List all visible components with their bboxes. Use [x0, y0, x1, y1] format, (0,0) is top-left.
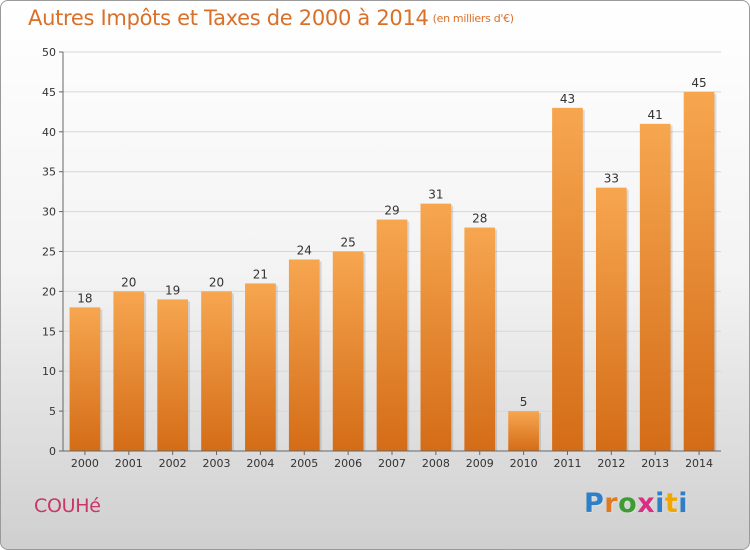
y-tick-label: 10: [42, 365, 56, 378]
bar: [288, 259, 320, 451]
bar: [201, 291, 232, 451]
x-tick-label: 2001: [115, 457, 143, 470]
x-tick-label: 2010: [510, 457, 538, 470]
bar-value-label: 24: [297, 243, 312, 257]
logo-letter: t: [664, 488, 679, 519]
proxiti-logo: Proxiti: [584, 488, 688, 519]
x-tick-label: 2012: [597, 457, 625, 470]
bar: [420, 203, 452, 451]
chart-unit: (en milliers d'€): [432, 12, 514, 25]
y-tick-label: 15: [42, 325, 56, 338]
commune-name: COUHé: [34, 495, 101, 517]
bar: [683, 91, 715, 452]
logo-letter: i: [678, 488, 689, 519]
bar-value-label: 29: [384, 204, 399, 218]
bar-value-label: 33: [604, 172, 619, 186]
bar-value-label: 20: [121, 275, 136, 289]
bar-value-label: 20: [209, 275, 224, 289]
bar: [464, 227, 496, 451]
bar: [508, 411, 539, 451]
bar: [113, 291, 145, 451]
logo-letter: x: [637, 488, 656, 519]
bar-value-label: 45: [691, 76, 706, 90]
y-tick-label: 35: [42, 166, 56, 179]
x-tick-label: 2008: [422, 457, 450, 470]
y-tick-label: 5: [49, 405, 56, 418]
x-tick-label: 2004: [246, 457, 274, 470]
x-tick-label: 2006: [334, 457, 362, 470]
x-tick-label: 2003: [203, 457, 231, 470]
y-tick-label: 0: [49, 445, 56, 458]
y-tick-label: 20: [42, 285, 56, 298]
x-tick-label: 2007: [378, 457, 406, 470]
bar: [639, 123, 671, 451]
logo-letter: i: [655, 488, 665, 519]
bar-value-label: 5: [520, 395, 528, 409]
x-tick-label: 2005: [290, 457, 318, 470]
logo-letter: r: [604, 488, 619, 519]
bar: [245, 283, 276, 451]
bar: [69, 307, 101, 451]
axes: 0 5 10 15 20 25 30 35 40 45 50 2000 2001 2002 2003 2004…: [42, 46, 721, 470]
y-tick-label: 40: [42, 126, 56, 139]
bar: [332, 251, 364, 451]
bar: [595, 187, 627, 451]
y-tick-label: 25: [42, 246, 56, 259]
logo-letter: o: [618, 488, 638, 519]
bar-value-label: 19: [165, 283, 180, 297]
y-tick-label: 50: [42, 46, 56, 59]
bar-value-label: 31: [428, 188, 443, 202]
chart-title: Autres Impôts et Taxes de 2000 à 2014 (en…: [28, 6, 514, 30]
bar-value-label: 41: [648, 108, 663, 122]
bar: [552, 107, 583, 452]
chart-title-text: Autres Impôts et Taxes de 2000 à 2014: [28, 6, 429, 30]
logo-letter: P: [584, 488, 605, 519]
bars: 18 20 19 20 21 24 25 29 31 28 5 43 33 41 45: [69, 76, 717, 452]
bar-value-label: 43: [560, 92, 575, 106]
bar: [376, 219, 408, 451]
bar-value-label: 25: [340, 236, 355, 250]
x-tick-label: 2009: [466, 457, 494, 470]
x-tick-label: 2002: [159, 457, 187, 470]
x-tick-label: 2011: [553, 457, 581, 470]
bar-value-label: 21: [253, 267, 268, 281]
y-tick-label: 45: [42, 86, 56, 99]
bar-value-label: 18: [77, 291, 92, 305]
bar-value-label: 28: [472, 212, 487, 226]
x-tick-label: 2013: [641, 457, 669, 470]
bar: [157, 299, 189, 451]
x-tick-label: 2000: [71, 457, 99, 470]
y-tick-label: 30: [42, 206, 56, 219]
x-tick-label: 2014: [685, 457, 713, 470]
